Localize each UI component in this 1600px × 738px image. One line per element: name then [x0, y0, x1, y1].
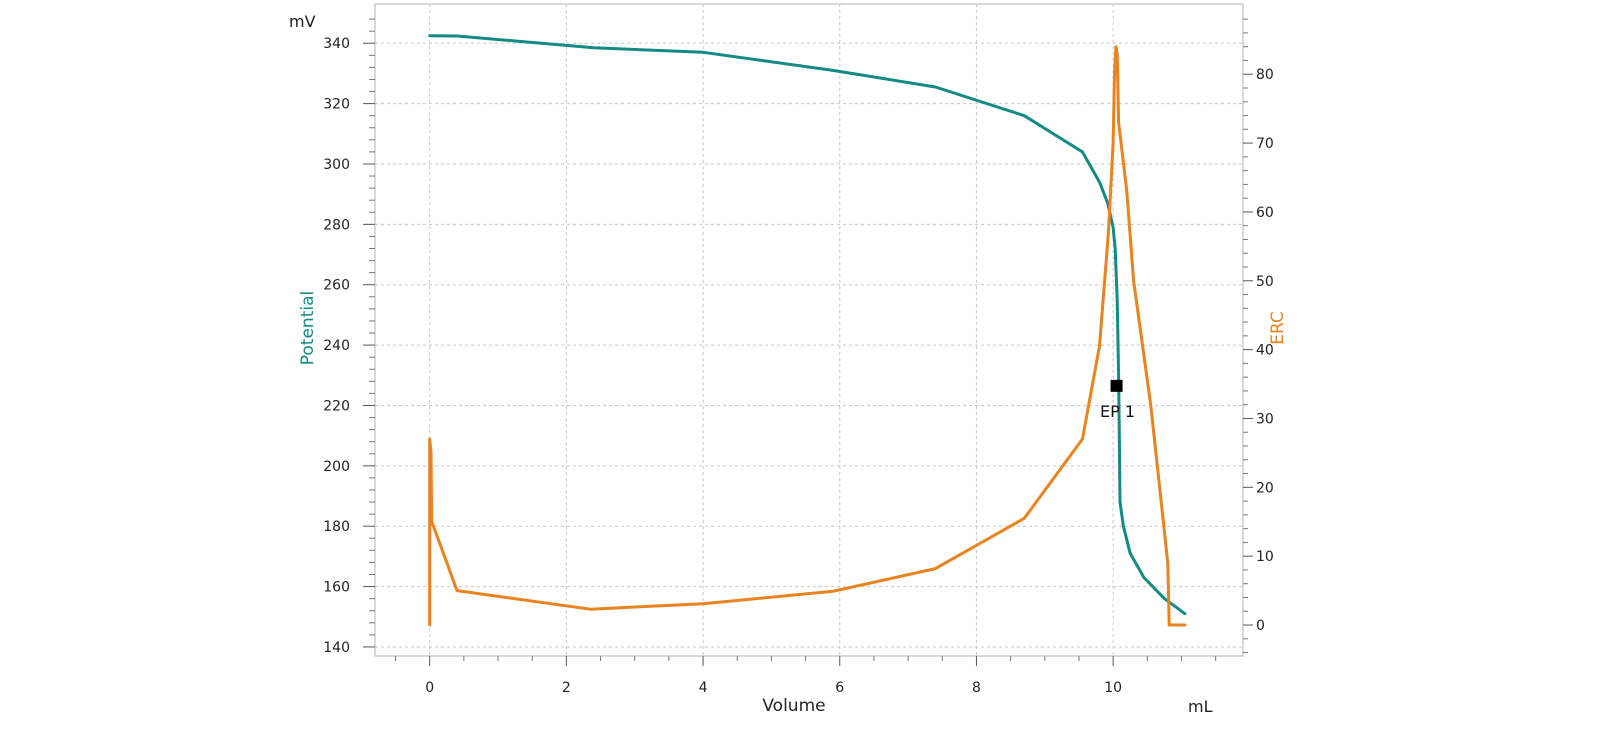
y-right-tick-label: 50 [1256, 274, 1274, 290]
y-right-tick-label: 20 [1256, 480, 1274, 496]
series-lines [428, 34, 1187, 627]
x-axis-unit: mL [1188, 697, 1213, 716]
y-left-title: Potential [298, 291, 318, 365]
y-right-tick-label: 30 [1256, 411, 1274, 427]
y-right-tick-label: 70 [1256, 136, 1274, 152]
plot-area [374, 3, 1244, 657]
x-axis-title: Volume [762, 696, 825, 716]
series-line-potential [428, 34, 1187, 616]
x-tick-label: 2 [562, 680, 571, 696]
y-left-unit: mV [289, 12, 316, 31]
annotations: EP 1 [1100, 379, 1135, 421]
y-left-tick-label: 340 [323, 36, 350, 52]
x-tick-label: 8 [972, 680, 981, 696]
axis-labels: mV mL Volume Potential ERC [289, 12, 1288, 716]
endpoint-label: EP 1 [1100, 402, 1135, 421]
y-right-tick-label: 0 [1256, 618, 1265, 634]
y-left-tick-label: 200 [323, 459, 350, 475]
y-right-tick-label: 40 [1256, 343, 1274, 359]
y-left-tick-label: 320 [323, 97, 350, 113]
x-tick-label: 0 [425, 680, 434, 696]
x-tick-label: 4 [699, 680, 708, 696]
x-tick-label: 10 [1104, 680, 1122, 696]
y-left-tick-label: 220 [323, 398, 350, 414]
grid-lines [375, 4, 1243, 656]
series-line-erc [428, 45, 1187, 627]
y-left-tick-label: 240 [323, 338, 350, 354]
y-right-tick-label: 10 [1256, 549, 1274, 565]
y-left-tick-label: 180 [323, 519, 350, 535]
y-right-title: ERC [1268, 311, 1288, 345]
y-left-tick-label: 280 [323, 217, 350, 233]
y-left-tick-label: 300 [323, 157, 350, 173]
y-left-tick-label: 140 [323, 640, 350, 656]
y-left-tick-label: 160 [323, 580, 350, 596]
y-right-tick-label: 80 [1256, 67, 1274, 83]
endpoint-marker [1110, 379, 1123, 392]
y-left-tick-label: 260 [323, 278, 350, 294]
x-tick-label: 6 [835, 680, 844, 696]
axes: 0 2 4 6 8 10140160180200220240260280300320340… [323, 18, 1274, 696]
y-right-tick-label: 60 [1256, 205, 1274, 221]
